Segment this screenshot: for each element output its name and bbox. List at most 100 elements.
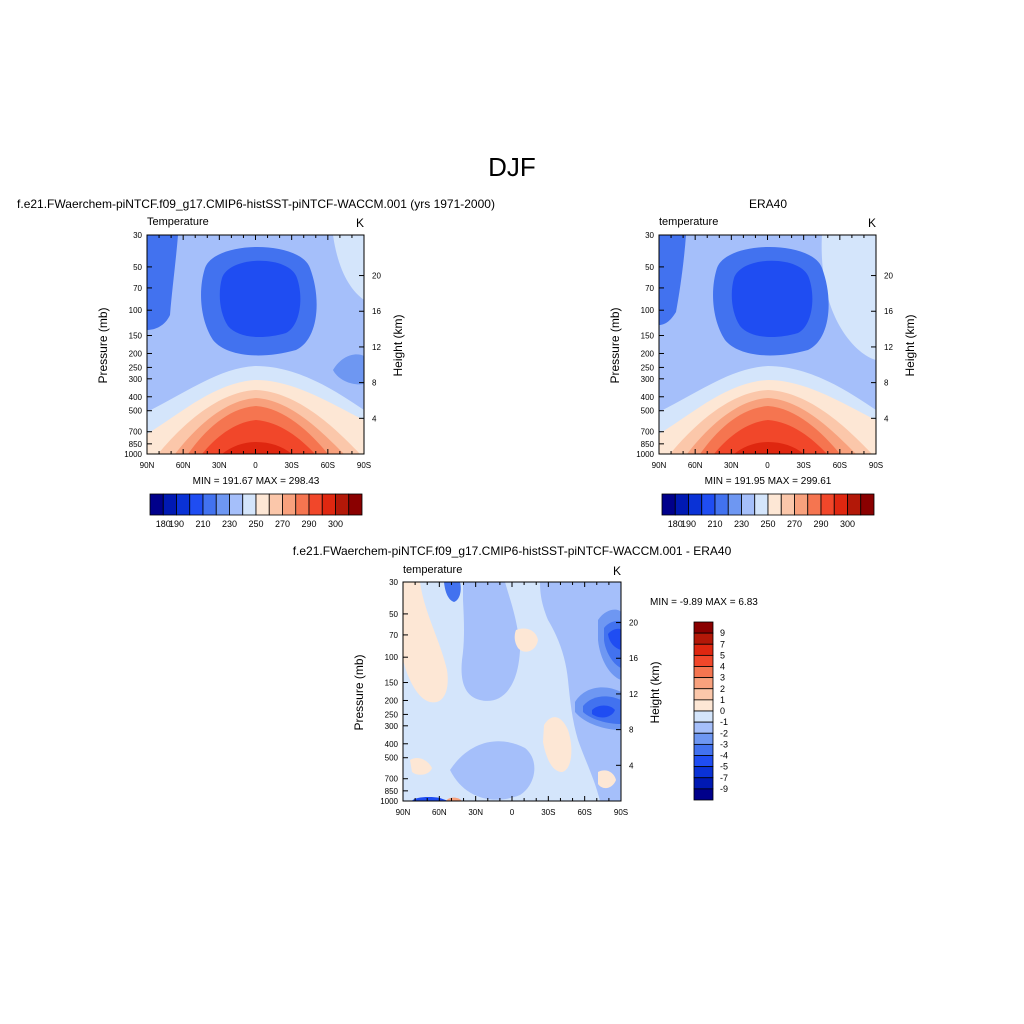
colorbar-label: -1	[720, 717, 728, 727]
x-tick-label: 30N	[468, 808, 483, 817]
contour-fill	[333, 354, 364, 385]
y-right-tick-label: 4	[629, 761, 634, 770]
y-right-axis-label: Height (km)	[903, 314, 917, 376]
panel-difference: f.e21.FWaerchem-piNTCF.f09_g17.CMIP6-his…	[293, 544, 759, 817]
contour-fill	[219, 260, 301, 338]
x-tick-label: 30S	[541, 808, 555, 817]
y-axis-label: Pressure (mb)	[608, 307, 622, 383]
panel-title: ERA40	[749, 197, 787, 211]
colorbar-label: 0	[720, 706, 725, 716]
y-tick-label: 850	[641, 440, 655, 449]
y-tick-label: 30	[133, 231, 142, 240]
colorbar-swatch	[807, 493, 822, 516]
x-tick-label: 90N	[140, 461, 155, 470]
panel-left-label: temperature	[659, 216, 718, 228]
colorbar-swatch	[693, 688, 714, 701]
y-tick-label: 30	[389, 578, 398, 587]
y-tick-label: 500	[641, 407, 655, 416]
y-tick-label: 70	[645, 284, 654, 293]
colorbar-label: 190	[169, 519, 184, 529]
y-tick-label: 200	[641, 349, 655, 358]
colorbar-swatch	[229, 493, 244, 516]
contour-fill	[821, 235, 876, 360]
y-tick-label: 400	[641, 393, 655, 402]
y-right-tick-label: 16	[372, 307, 381, 316]
panel-units: K	[613, 564, 621, 578]
panel-axes: 90N 60N 30N 0 30S 60S 90S 30 50 70 100 150 200 250 300…	[96, 231, 405, 470]
colorbar-swatch	[176, 493, 191, 516]
contour-fill	[714, 420, 827, 454]
colorbar-label: 210	[195, 519, 210, 529]
colorbar-swatch	[693, 743, 714, 756]
panel-model: f.e21.FWaerchem-piNTCF.f09_g17.CMIP6-his…	[17, 197, 495, 529]
y-tick-label: 100	[385, 653, 399, 662]
figure-title: DJF	[488, 152, 536, 182]
colorbar-label: 300	[840, 519, 855, 529]
colorbar-swatch	[693, 721, 714, 734]
colorbar-swatch	[833, 493, 848, 516]
colorbar-swatch	[693, 777, 714, 790]
contour-fill	[598, 770, 616, 789]
colorbar-label: 4	[720, 662, 725, 672]
colorbar-swatch	[215, 493, 230, 516]
colorbar-swatch	[693, 666, 714, 679]
y-tick-label: 400	[385, 740, 399, 749]
colorbar-swatch	[242, 493, 257, 516]
colorbar-label: 250	[248, 519, 263, 529]
contour-fill	[403, 582, 448, 703]
colorbar-swatch	[693, 710, 714, 723]
y-tick-label: 850	[129, 440, 143, 449]
x-tick-label: 60S	[833, 461, 847, 470]
colorbar-swatch	[335, 493, 350, 516]
colorbar-swatch	[693, 621, 714, 634]
y-tick-label: 300	[129, 375, 143, 384]
x-tick-label: 90S	[869, 461, 883, 470]
y-right-tick-label: 4	[372, 414, 377, 423]
colorbar-swatch	[321, 493, 336, 516]
x-tick-label: 60N	[688, 461, 703, 470]
x-tick-label: 90S	[614, 808, 628, 817]
x-tick-label: 60N	[176, 461, 191, 470]
colorbar-swatch	[693, 632, 714, 645]
y-tick-label: 70	[133, 284, 142, 293]
colorbar-swatch	[189, 493, 204, 516]
panel-left-label: temperature	[403, 564, 462, 576]
colorbar-label: 210	[707, 519, 722, 529]
colorbar-swatch	[693, 766, 714, 779]
colorbar-swatch	[820, 493, 835, 516]
y-tick-label: 50	[133, 263, 142, 272]
colorbar-label: 290	[301, 519, 316, 529]
y-right-tick-label: 12	[884, 343, 893, 352]
panel-units: K	[868, 216, 876, 230]
contour-fill	[731, 260, 813, 338]
colorbar-swatch	[693, 643, 714, 656]
y-tick-label: 700	[129, 428, 143, 437]
colorbar-swatch	[794, 493, 809, 516]
colorbar-swatch	[860, 493, 875, 516]
y-right-tick-label: 12	[372, 343, 381, 352]
colorbar-swatch	[308, 493, 323, 516]
y-tick-label: 200	[129, 349, 143, 358]
colorbar-label: 290	[813, 519, 828, 529]
panel-title: f.e21.FWaerchem-piNTCF.f09_g17.CMIP6-his…	[17, 197, 495, 211]
contour-fill	[333, 235, 364, 300]
colorbar-swatch	[295, 493, 310, 516]
y-right-tick-label: 4	[884, 414, 889, 423]
colorbar-label: 270	[787, 519, 802, 529]
colorbar-swatch	[701, 493, 716, 516]
y-tick-label: 500	[385, 754, 399, 763]
contour-fill	[592, 705, 615, 718]
y-axis-label: Pressure (mb)	[352, 654, 366, 730]
y-right-tick-label: 8	[372, 379, 377, 388]
x-tick-label: 0	[253, 461, 258, 470]
contour-fill	[659, 235, 686, 325]
x-tick-label: 60S	[578, 808, 592, 817]
x-tick-label: 30S	[797, 461, 811, 470]
y-tick-label: 200	[385, 696, 399, 705]
y-tick-label: 70	[389, 631, 398, 640]
x-tick-label: 60S	[321, 461, 335, 470]
contour-field	[147, 235, 364, 454]
colorbar-swatch	[348, 493, 363, 516]
contour-fill	[514, 628, 538, 652]
colorbar-label: 230	[222, 519, 237, 529]
